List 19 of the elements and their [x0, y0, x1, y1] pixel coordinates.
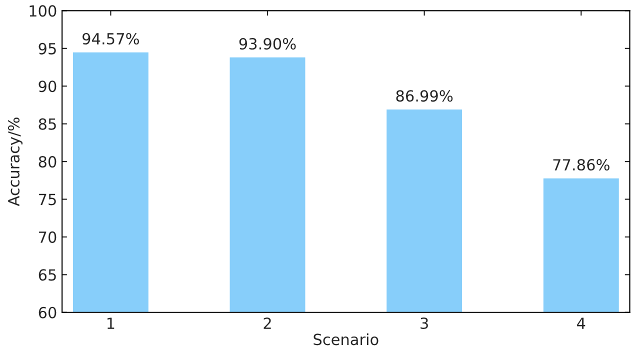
y-tick-label: 85: [38, 118, 56, 130]
y-tick-label: 75: [39, 194, 56, 206]
y-tick-label: 80: [38, 156, 56, 168]
data-label: 93.90%: [239, 38, 296, 50]
y-tick-label: 70: [39, 231, 56, 243]
y-tick-label: 100: [30, 5, 56, 17]
y-tick-label: 60: [38, 306, 56, 318]
y-tick-label: 90: [38, 80, 56, 92]
x-tick-label: 4: [577, 318, 586, 329]
data-label: 86.99%: [396, 90, 453, 102]
x-tick-label: 3: [420, 318, 428, 330]
y-tick-label: 65: [38, 269, 56, 281]
x-tick-label: 2: [264, 318, 271, 329]
x-axis-title: Scenario: [314, 333, 378, 346]
y-tick-label: 95: [38, 42, 56, 54]
data-label: 94.57%: [82, 32, 139, 45]
data-label: 77.86%: [553, 159, 610, 171]
x-tick-label: 1: [108, 318, 114, 329]
y-axis-title: Accuracy/%: [8, 118, 22, 206]
